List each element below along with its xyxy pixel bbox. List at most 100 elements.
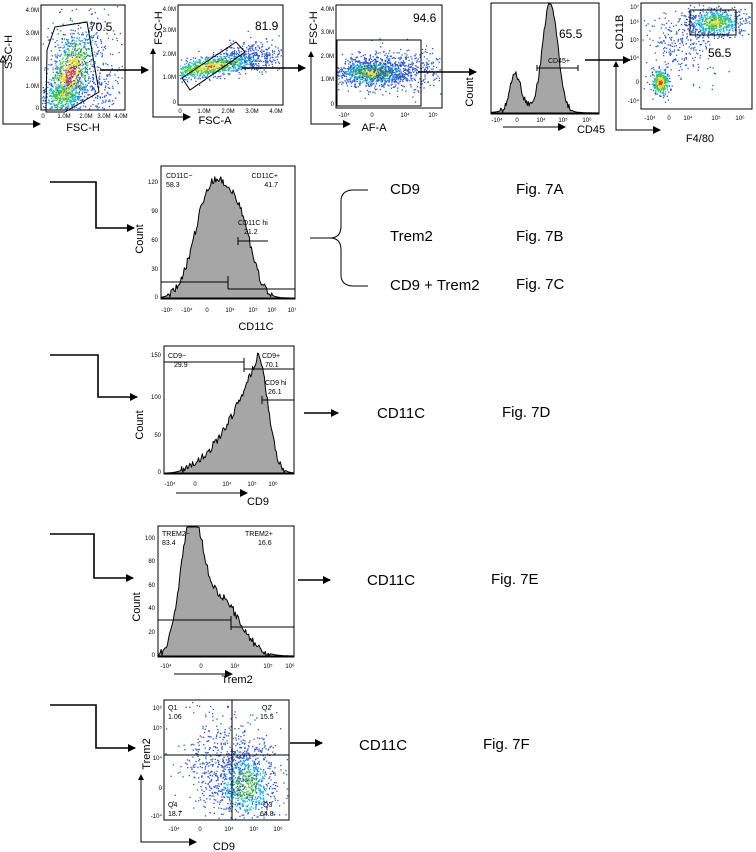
event-dot <box>411 61 413 63</box>
event-dot <box>658 70 660 73</box>
event-dot <box>723 28 725 30</box>
event-dot <box>379 61 381 64</box>
event-dot <box>426 64 428 66</box>
event-dot <box>374 68 377 71</box>
event-dot <box>239 56 242 58</box>
event-dot <box>72 95 74 97</box>
event-dot <box>261 49 263 51</box>
event-dot <box>271 39 273 41</box>
event-dot <box>379 38 381 40</box>
event-dot <box>238 59 240 62</box>
event-dot <box>727 14 729 17</box>
event-dot <box>209 79 211 82</box>
event-dot <box>658 86 660 88</box>
event-dot <box>365 60 367 62</box>
event-dot <box>63 38 66 40</box>
event-dot <box>363 75 365 77</box>
event-dot <box>212 61 214 64</box>
event-dot <box>417 90 419 92</box>
event-dot <box>394 57 396 59</box>
event-dot <box>244 66 246 68</box>
event-dot <box>53 79 55 82</box>
event-dot <box>237 69 239 71</box>
event-dot <box>71 73 73 75</box>
event-dot <box>717 14 719 16</box>
event-dot <box>74 89 76 91</box>
event-dot <box>660 95 662 97</box>
event-dot <box>196 66 198 68</box>
event-dot <box>46 96 48 98</box>
event-dot <box>83 60 86 63</box>
event-dot <box>230 47 232 49</box>
event-dot <box>437 75 439 77</box>
event-dot <box>89 27 91 29</box>
event-dot <box>105 94 107 97</box>
event-dot <box>115 79 117 82</box>
event-dot <box>417 66 419 68</box>
event-dot <box>243 53 245 56</box>
event-dot <box>56 28 58 31</box>
event-dot <box>85 53 87 55</box>
event-dot <box>241 58 243 61</box>
event-dot <box>73 58 76 60</box>
event-dot <box>73 85 75 87</box>
event-dot <box>206 68 208 71</box>
event-dot <box>66 86 68 88</box>
event-dot <box>208 65 211 67</box>
event-dot <box>269 53 271 55</box>
event-dot <box>111 85 114 88</box>
event-dot <box>657 81 660 83</box>
event-dot <box>79 96 82 98</box>
event-dot <box>709 30 711 32</box>
event-dot <box>208 78 211 80</box>
event-dot <box>83 75 85 77</box>
event-dot <box>69 55 71 57</box>
axis-arrow-up-p2 <box>150 48 156 54</box>
event-dot <box>232 62 234 64</box>
event-dot <box>704 32 706 34</box>
event-dot <box>67 94 69 96</box>
event-dot <box>666 77 668 79</box>
event-dot <box>384 73 386 75</box>
event-dot <box>391 67 393 69</box>
event-dot <box>367 83 370 85</box>
event-dot <box>94 12 96 14</box>
event-dot <box>210 64 212 66</box>
event-dot <box>235 56 237 58</box>
event-dot <box>94 92 96 95</box>
event-dot <box>61 78 63 80</box>
event-dot <box>386 72 388 74</box>
event-dot <box>68 64 70 66</box>
event-dot <box>412 77 414 80</box>
event-dot <box>383 78 385 80</box>
event-dot <box>369 68 371 70</box>
event-dot <box>82 73 84 75</box>
event-dot <box>370 58 373 60</box>
event-dot <box>388 58 390 60</box>
event-dot <box>390 69 392 71</box>
event-dot <box>376 72 378 75</box>
event-dot <box>424 74 426 76</box>
event-dot <box>695 29 697 31</box>
event-dot <box>402 85 404 87</box>
event-dot <box>70 17 72 19</box>
event-dot <box>84 57 86 59</box>
event-dot <box>338 70 341 72</box>
event-dot <box>210 71 212 73</box>
event-dot <box>65 71 67 73</box>
event-dot <box>353 63 355 65</box>
event-dot <box>662 91 665 93</box>
event-dot <box>219 71 221 73</box>
event-dot <box>237 47 239 49</box>
event-dot <box>58 79 60 82</box>
event-dot <box>355 69 357 71</box>
event-dot <box>660 85 663 87</box>
event-dot <box>426 72 429 75</box>
event-dot <box>352 71 354 73</box>
event-dot <box>44 100 46 102</box>
y-tick-p2: 3.0M <box>163 28 176 34</box>
event-dot <box>338 71 340 73</box>
event-dot <box>59 69 62 71</box>
y-tick-p1: 0 <box>36 106 40 112</box>
event-dot <box>412 67 414 69</box>
